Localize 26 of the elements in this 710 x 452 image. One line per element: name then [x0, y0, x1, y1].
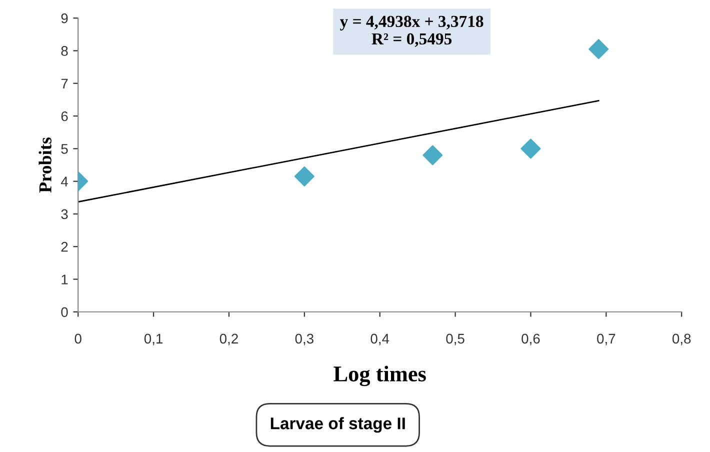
x-tick-label: 0,4	[370, 334, 390, 346]
y-tick-label: 1	[62, 274, 68, 284]
annotation: y = 4,4938x + 3,3718 R² = 0,5495	[340, 16, 484, 47]
y-tick-label: 0	[61, 307, 68, 318]
point	[520, 138, 541, 159]
y-tick-label: 4	[60, 176, 68, 186]
x-tick-label: 0,7	[597, 334, 616, 346]
x-tick-label: 0,1	[144, 334, 163, 346]
point	[588, 39, 609, 60]
point	[422, 145, 443, 166]
y-axis-title: Probits	[38, 137, 52, 193]
y-tick-label: 3	[61, 209, 68, 220]
x-tick-label: 0,2	[220, 334, 238, 346]
y-tick-label: 5	[61, 144, 68, 154]
y-tick-label: 8	[61, 46, 68, 56]
x-tick-label: 0,6	[522, 334, 540, 346]
x-axis-title: Log times	[334, 366, 426, 386]
x-tick-label: 0,5	[446, 334, 464, 346]
x-tick-label: 0	[74, 334, 82, 344]
x-tick-label: 0,8	[672, 334, 691, 346]
text: Larvae of stage II	[270, 417, 405, 433]
y-tick-label: 2	[61, 242, 68, 252]
x-tick-label: 0,3	[295, 334, 314, 346]
y-tick-label: 6	[61, 111, 68, 122]
y-tick-label: 9	[61, 13, 68, 24]
y-tick-label: 7	[61, 78, 68, 88]
